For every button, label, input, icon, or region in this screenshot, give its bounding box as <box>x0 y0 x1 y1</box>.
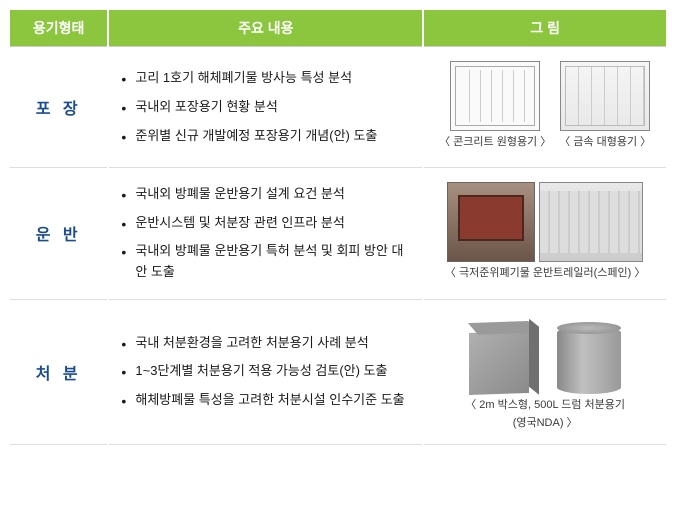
table-row: 처 분 국내 처분환경을 고려한 처분용기 사례 분석 1~3단계별 처분용기 … <box>10 299 666 445</box>
row-content: 국내 처분환경을 고려한 처분용기 사례 분석 1~3단계별 처분용기 적용 가… <box>108 299 423 445</box>
row-figure: 〈 극저준위폐기물 운반트레일러(스페인) 〉 <box>423 168 666 299</box>
list-item: 고리 1호기 해체폐기물 방사능 특성 분석 <box>121 68 414 89</box>
list-item: 해체방폐물 특성을 고려한 처분시설 인수기준 도출 <box>121 390 414 411</box>
list-item: 국내외 방폐물 운반용기 설계 요건 분석 <box>121 184 414 205</box>
list-item: 국내외 방폐물 운반용기 특허 분석 및 회피 방안 대안 도출 <box>121 241 414 283</box>
header-col-figure: 그 림 <box>423 10 666 47</box>
list-item: 운반시스템 및 처분장 관련 인프라 분석 <box>121 213 414 234</box>
drum-container-icon <box>549 314 629 394</box>
figure-caption: (영국NDA) 〉 <box>432 416 658 430</box>
figure-caption: 〈 2m 박스형, 500L 드럼 처분용기 <box>432 398 658 412</box>
row-label-packaging: 포 장 <box>10 47 108 168</box>
table-row: 운 반 국내외 방폐물 운반용기 설계 요건 분석 운반시스템 및 처분장 관련… <box>10 168 666 299</box>
header-col-content: 주요 내용 <box>108 10 423 47</box>
row-content: 고리 1호기 해체폐기물 방사능 특성 분석 국내외 포장용기 현황 분석 준위… <box>108 47 423 168</box>
table-row: 포 장 고리 1호기 해체폐기물 방사능 특성 분석 국내외 포장용기 현황 분… <box>10 47 666 168</box>
list-item: 준위별 신규 개발예정 포장용기 개념(안) 도출 <box>121 126 414 147</box>
list-item: 1~3단계별 처분용기 적용 가능성 검토(안) 도출 <box>121 361 414 382</box>
figure-caption: 〈 콘크리트 원형용기 〉 <box>439 135 551 149</box>
list-item: 국내 처분환경을 고려한 처분용기 사례 분석 <box>121 333 414 354</box>
box-container-icon <box>461 314 541 394</box>
concrete-container-icon <box>450 61 540 131</box>
row-label-transport: 운 반 <box>10 168 108 299</box>
row-content: 국내외 방폐물 운반용기 설계 요건 분석 운반시스템 및 처분장 관련 인프라… <box>108 168 423 299</box>
metal-container-icon <box>560 61 650 131</box>
row-figure: 〈 2m 박스형, 500L 드럼 처분용기 (영국NDA) 〉 <box>423 299 666 445</box>
row-figure: 〈 콘크리트 원형용기 〉 〈 금속 대형용기 〉 <box>423 47 666 168</box>
figure-caption: 〈 극저준위폐기물 운반트레일러(스페인) 〉 <box>445 266 645 280</box>
content-table: 용기형태 주요 내용 그 림 포 장 고리 1호기 해체폐기물 방사능 특성 분… <box>10 10 666 445</box>
trailer-photo-icon <box>447 182 643 262</box>
header-row: 용기형태 주요 내용 그 림 <box>10 10 666 47</box>
list-item: 국내외 포장용기 현황 분석 <box>121 97 414 118</box>
row-label-disposal: 처 분 <box>10 299 108 445</box>
figure-caption: 〈 금속 대형용기 〉 <box>559 135 651 149</box>
header-col-type: 용기형태 <box>10 10 108 47</box>
